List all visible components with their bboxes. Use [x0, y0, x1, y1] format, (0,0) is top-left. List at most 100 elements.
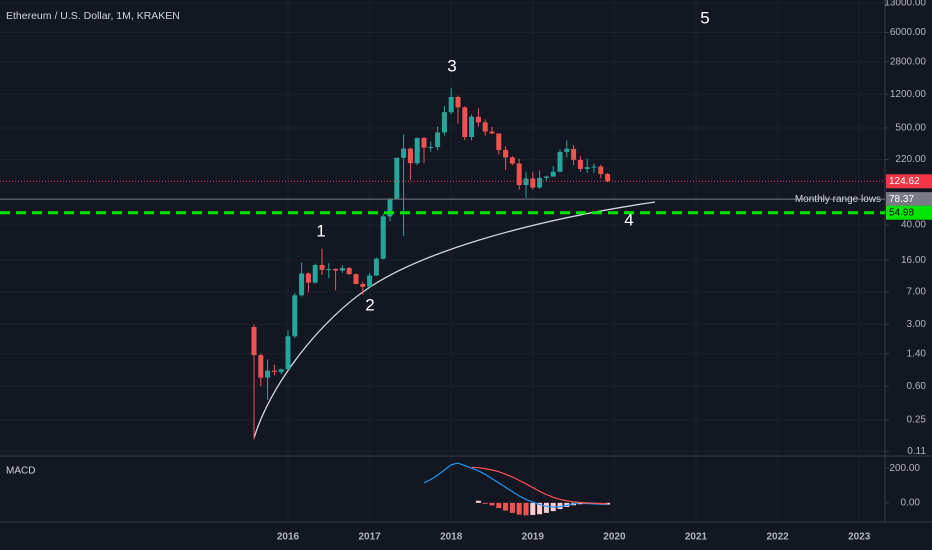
annotation: 3	[447, 56, 456, 75]
candle-body	[591, 166, 597, 168]
histogram-bar	[543, 502, 549, 513]
y-tick-label: 7.00	[907, 287, 927, 298]
candle-body	[441, 112, 447, 133]
x-tick-label: 2018	[440, 532, 463, 543]
x-tick-label: 2022	[766, 532, 789, 543]
candle-body	[305, 273, 311, 283]
candle-body	[346, 268, 352, 275]
histogram-bar	[557, 502, 563, 510]
candle-body	[475, 116, 481, 123]
candle-body	[455, 96, 461, 108]
candle-body	[550, 171, 556, 177]
candle-body	[271, 370, 277, 372]
y-tick-label: 0.25	[907, 414, 927, 425]
candle-body	[299, 273, 305, 296]
candle-body	[462, 107, 468, 138]
candle-body	[319, 264, 325, 270]
candle-body	[557, 151, 563, 172]
candle-body	[265, 370, 271, 378]
y-tick-label: 500.00	[895, 123, 926, 134]
candle-body	[605, 173, 611, 182]
histogram-bar	[537, 502, 543, 515]
level-text: Monthly range lows	[795, 194, 881, 205]
macd-line	[423, 462, 608, 508]
candle-body	[278, 369, 284, 372]
candle-body	[509, 157, 515, 164]
candle-body	[339, 268, 345, 271]
y-tick-label: 0.00	[901, 497, 921, 508]
annotation: 2	[365, 295, 374, 314]
y-tick-label: 1200.00	[890, 89, 927, 100]
candle-body	[577, 159, 583, 169]
candle-body	[598, 166, 604, 174]
y-tick-label: 200.00	[889, 463, 920, 474]
candle-body	[564, 148, 570, 152]
histogram-bar	[482, 502, 488, 504]
candle-body	[584, 167, 590, 169]
candle-body	[367, 275, 373, 287]
candle-body	[448, 96, 454, 113]
candle-body	[435, 132, 441, 147]
candle-body	[373, 258, 379, 276]
chart-title: Ethereum / U.S. Dollar, 1M, KRAKEN	[6, 10, 180, 22]
x-tick-label: 2017	[358, 532, 381, 543]
annotation: 1	[316, 221, 325, 240]
y-tick-label: 6000.00	[890, 27, 927, 38]
level-label: 124.62	[889, 176, 920, 187]
candle-body	[496, 133, 502, 150]
candle-body	[503, 149, 509, 158]
level-label-box	[886, 174, 932, 189]
candle-body	[469, 116, 475, 138]
candle-body	[516, 163, 522, 186]
y-tick-label: 13000.00	[884, 0, 926, 8]
y-tick-label: 220.00	[895, 154, 926, 165]
candle-body	[258, 355, 264, 378]
annotation: 5	[700, 8, 709, 27]
candle-body	[312, 264, 318, 283]
histogram-bar	[503, 502, 509, 511]
grid	[0, 0, 885, 522]
candle-body	[428, 146, 434, 148]
histogram-bar	[509, 502, 515, 513]
candle-body	[333, 268, 339, 271]
y-tick-label: 0.60	[907, 381, 927, 392]
x-tick-label: 2016	[277, 532, 300, 543]
histogram-bar	[530, 502, 536, 515]
candle-body	[326, 268, 332, 270]
y-tick-label: 40.00	[901, 220, 926, 231]
histogram-bar	[577, 502, 583, 505]
candle-body	[380, 216, 386, 259]
candle-body	[292, 295, 298, 337]
histogram-bar	[523, 502, 529, 516]
candle-body	[543, 176, 549, 178]
candle-body	[537, 177, 543, 188]
candle-body	[407, 148, 413, 164]
x-tick-label: 2021	[685, 532, 708, 543]
level-label-box	[886, 192, 932, 207]
trend-curve	[253, 201, 656, 439]
candle-body	[489, 131, 495, 134]
macd-title: MACD	[6, 466, 35, 477]
candle-body	[387, 198, 393, 217]
level-label: 54.98	[889, 207, 914, 218]
candle-body	[530, 178, 536, 188]
candle-body	[421, 137, 427, 148]
candle-body	[571, 148, 577, 160]
y-tick-label: 3.00	[907, 319, 927, 330]
histogram-bar	[496, 502, 502, 509]
histogram-bar	[475, 500, 481, 503]
x-tick-label: 2020	[603, 532, 626, 543]
level-label: 78.37	[889, 194, 914, 205]
candle-body	[285, 336, 291, 370]
y-tick-label: 2800.00	[890, 56, 927, 67]
candle-body	[353, 274, 359, 284]
y-tick-label: 1.40	[907, 348, 927, 359]
y-tick-label: 0.11	[907, 446, 926, 457]
candle-body	[394, 157, 400, 199]
macd-line	[471, 466, 608, 505]
y-tick-label: 16.00	[901, 255, 926, 266]
candle-body	[360, 283, 366, 287]
